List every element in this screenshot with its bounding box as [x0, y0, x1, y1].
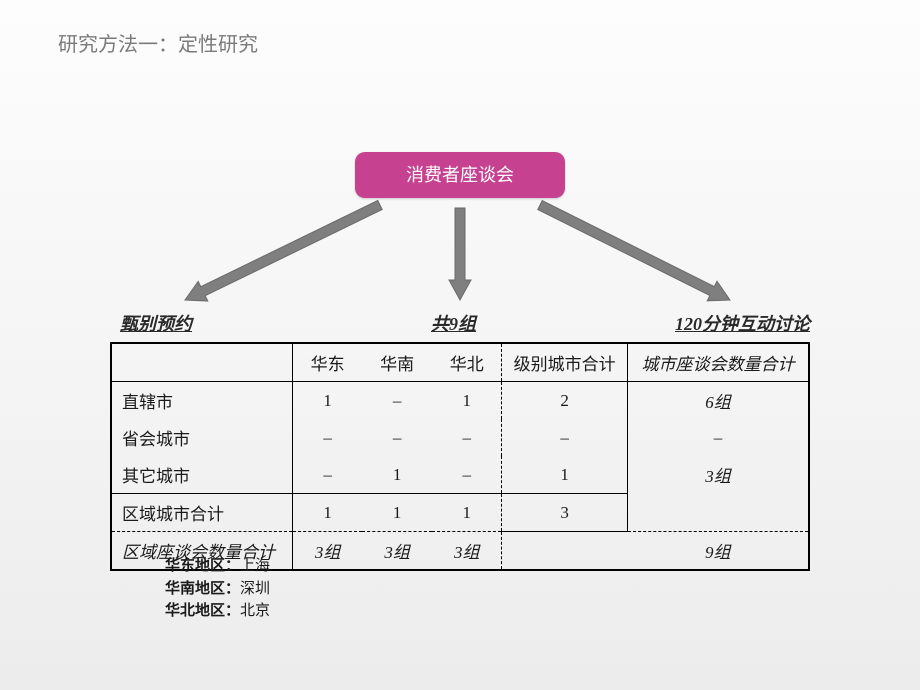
- hdr-c4: 级别城市合计: [502, 343, 628, 382]
- sub-label: 区域城市合计: [111, 494, 292, 532]
- hdr-c3: 华北: [432, 343, 502, 382]
- r2-c4: 3组: [627, 456, 809, 494]
- tot-c2: 3组: [432, 532, 502, 571]
- r2-c1: 1: [362, 456, 432, 494]
- r1-c4: –: [627, 419, 809, 456]
- hdr-c2: 华南: [362, 343, 432, 382]
- branch-3: 120分钟互动讨论: [675, 310, 810, 336]
- r2-label: 其它城市: [111, 456, 292, 494]
- branch-2: 共9组: [431, 310, 476, 336]
- r2-c3: 1: [502, 456, 628, 494]
- sub-c0: 1: [292, 494, 362, 532]
- table-header-row: 华东 华南 华北 级别城市合计 城市座谈会数量合计: [111, 343, 809, 382]
- r0-c3: 2: [502, 382, 628, 420]
- table-row: 直辖市 1 – 1 2 6组: [111, 382, 809, 420]
- table-subtotal-row: 区域城市合计 1 1 1 3: [111, 494, 809, 532]
- hdr-c1: 华东: [292, 343, 362, 382]
- fn2-value: 北京: [240, 603, 270, 619]
- footnote-row: 华北地区：北京: [165, 600, 270, 623]
- tot-c3: [502, 532, 628, 571]
- fn0-value: 上海: [240, 558, 270, 574]
- tot-c0: 3组: [292, 532, 362, 571]
- r0-c4: 6组: [627, 382, 809, 420]
- branch-labels: 甄别预约 共9组 120分钟互动讨论: [110, 310, 810, 336]
- r0-c0: 1: [292, 382, 362, 420]
- r1-c3: –: [502, 419, 628, 456]
- table-container: 华东 华南 华北 级别城市合计 城市座谈会数量合计 直辖市 1 – 1 2 6组…: [110, 342, 810, 571]
- sub-c3: 3: [502, 494, 628, 532]
- hdr-c0: [111, 343, 292, 382]
- page-title: 研究方法一：定性研究: [58, 28, 258, 57]
- center-box: 消费者座谈会: [355, 152, 565, 198]
- r0-c1: –: [362, 382, 432, 420]
- hdr-c5: 城市座谈会数量合计: [627, 343, 809, 382]
- table-row: 省会城市 – – – – –: [111, 419, 809, 456]
- branch-1: 甄别预约: [120, 310, 192, 336]
- sub-c4: [627, 494, 809, 532]
- fn1-label: 华南地区：: [165, 581, 240, 597]
- r1-c2: –: [432, 419, 502, 456]
- tot-c4: 9组: [627, 532, 809, 571]
- fn0-label: 华东地区：: [165, 558, 240, 574]
- r2-c0: –: [292, 456, 362, 494]
- r0-c2: 1: [432, 382, 502, 420]
- sub-c2: 1: [432, 494, 502, 532]
- r1-c0: –: [292, 419, 362, 456]
- r2-c2: –: [432, 456, 502, 494]
- data-table: 华东 华南 华北 级别城市合计 城市座谈会数量合计 直辖市 1 – 1 2 6组…: [110, 342, 810, 571]
- footnote-row: 华南地区：深圳: [165, 578, 270, 601]
- fn2-label: 华北地区：: [165, 603, 240, 619]
- table-row: 其它城市 – 1 – 1 3组: [111, 456, 809, 494]
- tot-c1: 3组: [362, 532, 432, 571]
- r0-label: 直辖市: [111, 382, 292, 420]
- footnote-row: 华东地区：上海: [165, 555, 270, 578]
- sub-c1: 1: [362, 494, 432, 532]
- fn1-value: 深圳: [240, 581, 270, 597]
- r1-c1: –: [362, 419, 432, 456]
- footnotes: 华东地区：上海 华南地区：深圳 华北地区：北京: [165, 555, 270, 623]
- r1-label: 省会城市: [111, 419, 292, 456]
